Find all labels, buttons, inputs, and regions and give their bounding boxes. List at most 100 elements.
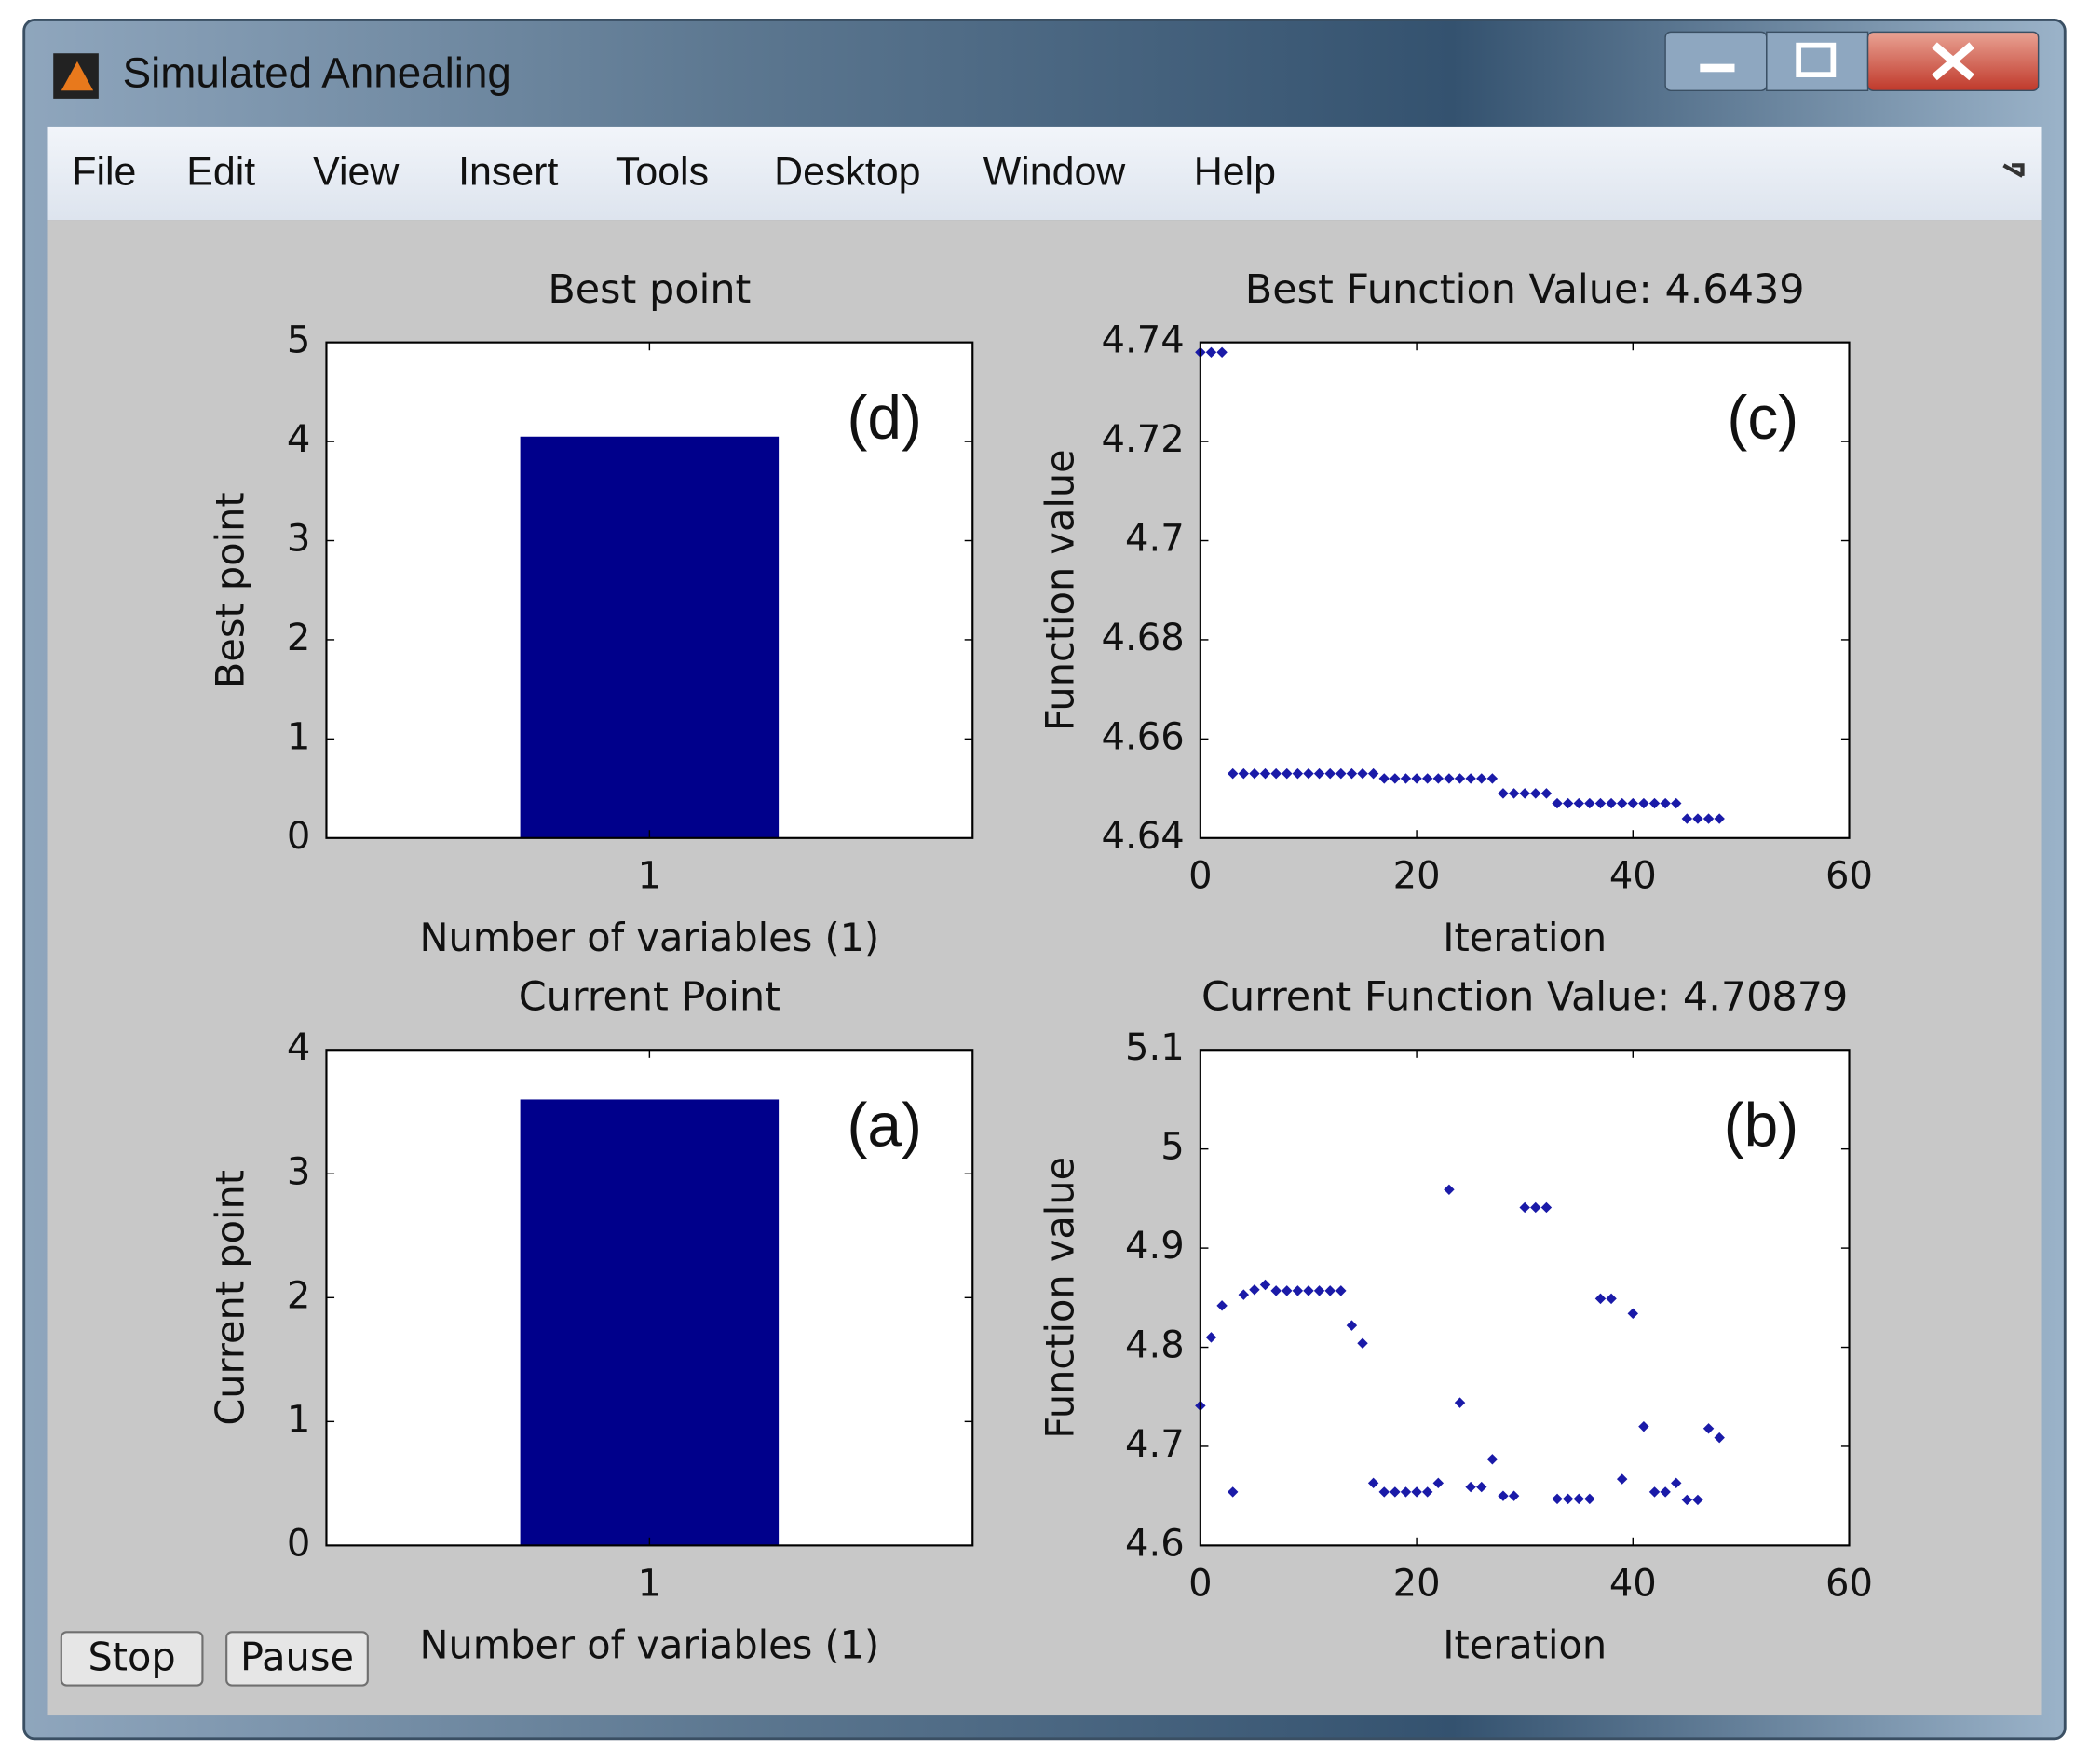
- y-axis-label: Function value: [1038, 449, 1083, 731]
- point: [1584, 797, 1595, 809]
- y-tick-label: 5: [287, 319, 310, 362]
- point: [1552, 1493, 1563, 1505]
- point: [1573, 797, 1584, 809]
- plot-title: Best Function Value: 4.6439: [1245, 266, 1805, 313]
- menu-item[interactable]: Window: [983, 150, 1127, 195]
- menu-item[interactable]: Desktop: [774, 150, 920, 195]
- x-tick-label: 1: [638, 855, 661, 898]
- point: [1702, 813, 1715, 824]
- y-tick-label: 4.7: [1125, 1423, 1185, 1466]
- button-label[interactable]: Stop: [88, 1634, 175, 1679]
- y-tick-label: 4: [287, 418, 310, 461]
- menu-item[interactable]: File: [72, 150, 136, 195]
- point: [1606, 1293, 1617, 1305]
- maximize-button[interactable]: [1766, 31, 1869, 92]
- point: [1346, 767, 1358, 780]
- point: [1444, 773, 1455, 784]
- point: [1476, 773, 1487, 784]
- menu-item[interactable]: Tools: [616, 150, 709, 195]
- x-axis-label: Number of variables (1): [419, 1622, 879, 1668]
- point: [1270, 1285, 1282, 1296]
- point: [1627, 1308, 1639, 1320]
- plot-title: Current Point: [519, 973, 780, 1020]
- point: [1681, 813, 1693, 824]
- point: [1584, 1493, 1595, 1505]
- point: [1616, 797, 1628, 809]
- x-axis-label: Iteration: [1443, 915, 1607, 960]
- point: [1390, 773, 1401, 784]
- point: [1660, 1486, 1671, 1498]
- maximize-icon: [1796, 42, 1837, 77]
- point: [1648, 1486, 1661, 1498]
- point: [1421, 1486, 1433, 1498]
- point: [1508, 1490, 1520, 1501]
- y-tick-label: 5.1: [1125, 1026, 1185, 1069]
- point: [1367, 767, 1379, 780]
- y-tick-label: 4.9: [1125, 1225, 1185, 1268]
- x-tick-label: 1: [638, 1562, 661, 1605]
- point: [1324, 1285, 1336, 1296]
- point: [1421, 773, 1433, 784]
- menu-bar: [47, 126, 2042, 221]
- menu-item[interactable]: Edit: [186, 150, 255, 195]
- point: [1432, 1477, 1445, 1489]
- point: [1573, 1493, 1584, 1505]
- x-tick-label: 0: [1188, 1562, 1212, 1605]
- y-tick-label: 4.64: [1102, 815, 1185, 858]
- minimize-icon: [1700, 63, 1735, 73]
- x-tick-label: 0: [1188, 855, 1212, 898]
- menu-items: File Edit View Insert Tools Desktop Window Help: [72, 150, 1276, 195]
- point: [1238, 767, 1250, 780]
- button[interactable]: [60, 1631, 204, 1687]
- point: [1205, 346, 1217, 359]
- point: [1259, 1279, 1271, 1291]
- point: [1714, 813, 1725, 824]
- button[interactable]: [225, 1631, 369, 1687]
- dock-arrow[interactable]: [2002, 163, 2025, 178]
- menu-item[interactable]: View: [313, 150, 400, 195]
- window-title: Simulated Annealing: [123, 49, 511, 97]
- point: [1400, 773, 1412, 784]
- point: [1259, 767, 1271, 780]
- point: [1216, 346, 1228, 359]
- plot: Best Function Value: 4.6439 Iteration Func…: [1038, 266, 1873, 960]
- x-tick-label: 20: [1393, 1562, 1441, 1605]
- point: [1205, 1332, 1217, 1343]
- y-tick-label: 4.66: [1102, 715, 1185, 758]
- y-tick-label: 2: [287, 617, 310, 659]
- button-label[interactable]: Pause: [240, 1634, 354, 1679]
- x-tick-label: 60: [1825, 1562, 1873, 1605]
- point: [1227, 767, 1239, 780]
- y-tick-label: 3: [287, 1150, 310, 1193]
- axes-box: [1199, 1049, 1851, 1547]
- point: [1400, 1486, 1412, 1498]
- x-axis-label: Number of variables (1): [419, 915, 879, 960]
- y-axis-label: Current point: [207, 1170, 252, 1426]
- point: [1411, 773, 1422, 784]
- menu-item[interactable]: Help: [1194, 150, 1276, 195]
- point: [1519, 788, 1530, 799]
- point: [1390, 1486, 1401, 1498]
- menu-item[interactable]: Insert: [458, 150, 558, 195]
- point: [1411, 1486, 1422, 1498]
- plot: Current Point Number of variables (1) Curr…: [207, 973, 974, 1668]
- point: [1336, 767, 1347, 780]
- y-tick-label: 4.74: [1102, 319, 1185, 362]
- point: [1648, 797, 1661, 809]
- point: [1357, 767, 1368, 780]
- panel-label: (c): [1727, 383, 1798, 452]
- minimize-button[interactable]: [1664, 31, 1768, 92]
- point: [1594, 1293, 1607, 1305]
- panel-label: (d): [847, 383, 921, 452]
- point: [1270, 767, 1282, 780]
- point: [1606, 797, 1617, 809]
- x-tick-label: 60: [1825, 855, 1873, 898]
- point: [1638, 1420, 1649, 1432]
- point: [1498, 788, 1509, 799]
- point: [1638, 797, 1649, 809]
- point: [1454, 1397, 1466, 1408]
- point: [1498, 1490, 1509, 1501]
- y-tick-label: 0: [287, 815, 310, 858]
- y-axis-label: Best point: [207, 492, 252, 688]
